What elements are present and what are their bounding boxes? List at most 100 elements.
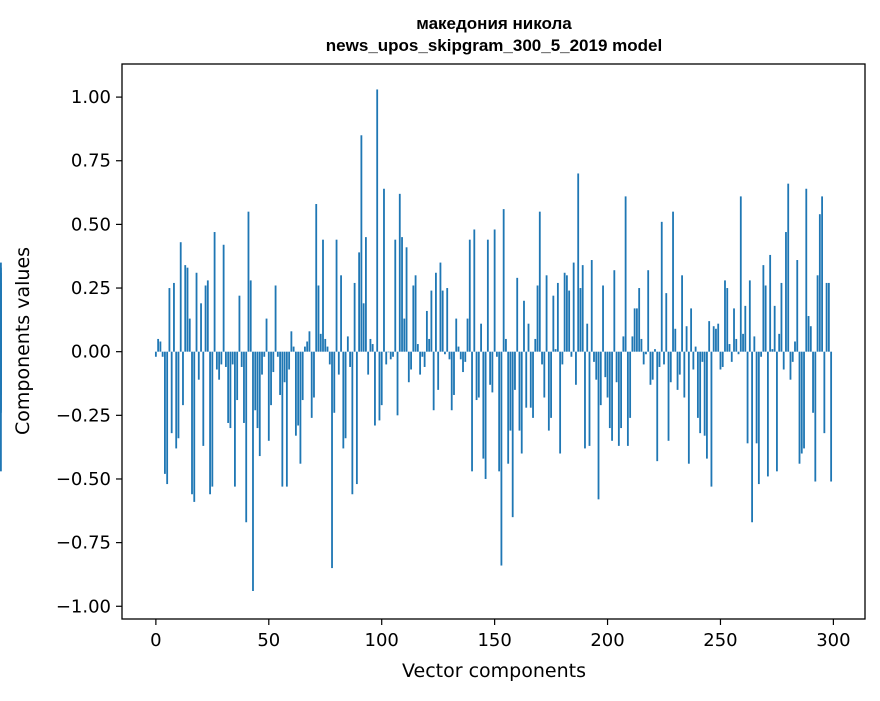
bar bbox=[254, 351, 257, 411]
bar bbox=[498, 351, 501, 472]
y-axis-label: Components values bbox=[12, 247, 34, 435]
bar bbox=[640, 338, 643, 352]
bar bbox=[633, 308, 636, 352]
bar bbox=[787, 183, 790, 352]
bar bbox=[617, 351, 620, 446]
bar bbox=[507, 351, 510, 464]
bar bbox=[785, 232, 787, 352]
bar bbox=[782, 351, 785, 370]
bar bbox=[480, 323, 482, 352]
bar bbox=[333, 351, 336, 413]
bar bbox=[755, 351, 758, 444]
bar bbox=[624, 196, 627, 352]
bar bbox=[595, 351, 598, 380]
bar bbox=[285, 351, 288, 487]
bar bbox=[827, 282, 830, 352]
bar bbox=[464, 351, 467, 362]
bar bbox=[179, 242, 182, 352]
bar bbox=[502, 209, 505, 352]
bar bbox=[385, 351, 388, 365]
bar bbox=[0, 267, 2, 352]
bar bbox=[694, 346, 697, 352]
bar bbox=[344, 351, 347, 439]
bar bbox=[753, 336, 756, 352]
bar bbox=[529, 351, 532, 408]
x-tick-label: 0 bbox=[150, 630, 161, 651]
bar bbox=[387, 351, 390, 353]
bar bbox=[676, 351, 679, 390]
bar bbox=[319, 333, 322, 352]
bar bbox=[620, 351, 622, 429]
bar bbox=[342, 351, 345, 449]
bar bbox=[367, 351, 370, 375]
bar bbox=[818, 214, 821, 352]
bar bbox=[690, 308, 693, 352]
x-tick-label: 250 bbox=[703, 630, 737, 651]
bar bbox=[678, 351, 681, 375]
bar bbox=[234, 351, 236, 487]
bar bbox=[222, 244, 225, 352]
bar bbox=[304, 346, 306, 352]
bar bbox=[430, 290, 433, 352]
bar bbox=[231, 351, 234, 365]
bar bbox=[771, 349, 774, 352]
bar bbox=[405, 247, 408, 352]
x-tick-label: 150 bbox=[477, 630, 511, 651]
bar bbox=[170, 351, 173, 434]
bar bbox=[581, 265, 584, 352]
bar bbox=[423, 351, 426, 367]
bar bbox=[769, 254, 772, 352]
bar bbox=[157, 338, 160, 352]
bar bbox=[166, 351, 169, 485]
bar bbox=[669, 351, 672, 383]
x-tick-label: 50 bbox=[257, 630, 280, 651]
bar bbox=[326, 346, 329, 352]
bar bbox=[407, 351, 410, 383]
bar bbox=[656, 351, 659, 462]
bar bbox=[392, 351, 394, 357]
bar bbox=[568, 290, 571, 352]
bar bbox=[764, 285, 767, 352]
bar bbox=[475, 351, 478, 401]
bar bbox=[606, 351, 609, 398]
bar bbox=[559, 351, 562, 454]
bar bbox=[308, 331, 311, 352]
bar bbox=[715, 328, 717, 352]
bar bbox=[511, 351, 514, 518]
bar bbox=[206, 280, 209, 352]
bar bbox=[658, 351, 661, 367]
bar bbox=[459, 351, 462, 360]
bar bbox=[437, 351, 440, 390]
bar bbox=[441, 290, 444, 352]
bar bbox=[523, 300, 525, 352]
bar bbox=[667, 351, 670, 441]
bar bbox=[588, 351, 591, 446]
bar bbox=[175, 351, 178, 449]
bar bbox=[328, 351, 331, 365]
bar bbox=[184, 265, 187, 352]
bar bbox=[403, 318, 406, 352]
x-tick-label: 300 bbox=[816, 630, 850, 651]
bar bbox=[509, 351, 512, 431]
bar bbox=[816, 275, 819, 352]
bar bbox=[805, 188, 808, 352]
bar bbox=[263, 351, 266, 357]
bar bbox=[516, 277, 519, 352]
bar bbox=[563, 272, 566, 352]
x-tick-label: 200 bbox=[590, 630, 624, 651]
bar bbox=[739, 196, 742, 352]
bar bbox=[177, 351, 180, 439]
bar bbox=[751, 351, 753, 523]
bar bbox=[446, 288, 449, 352]
bar bbox=[830, 351, 833, 482]
bar bbox=[249, 280, 252, 352]
bar bbox=[518, 351, 521, 431]
bar bbox=[351, 351, 354, 495]
y-tick-label: −0.75 bbox=[56, 533, 111, 554]
bar bbox=[450, 351, 453, 411]
bar bbox=[383, 188, 385, 352]
bar bbox=[301, 351, 304, 401]
bar bbox=[276, 351, 279, 357]
bar bbox=[272, 351, 275, 373]
